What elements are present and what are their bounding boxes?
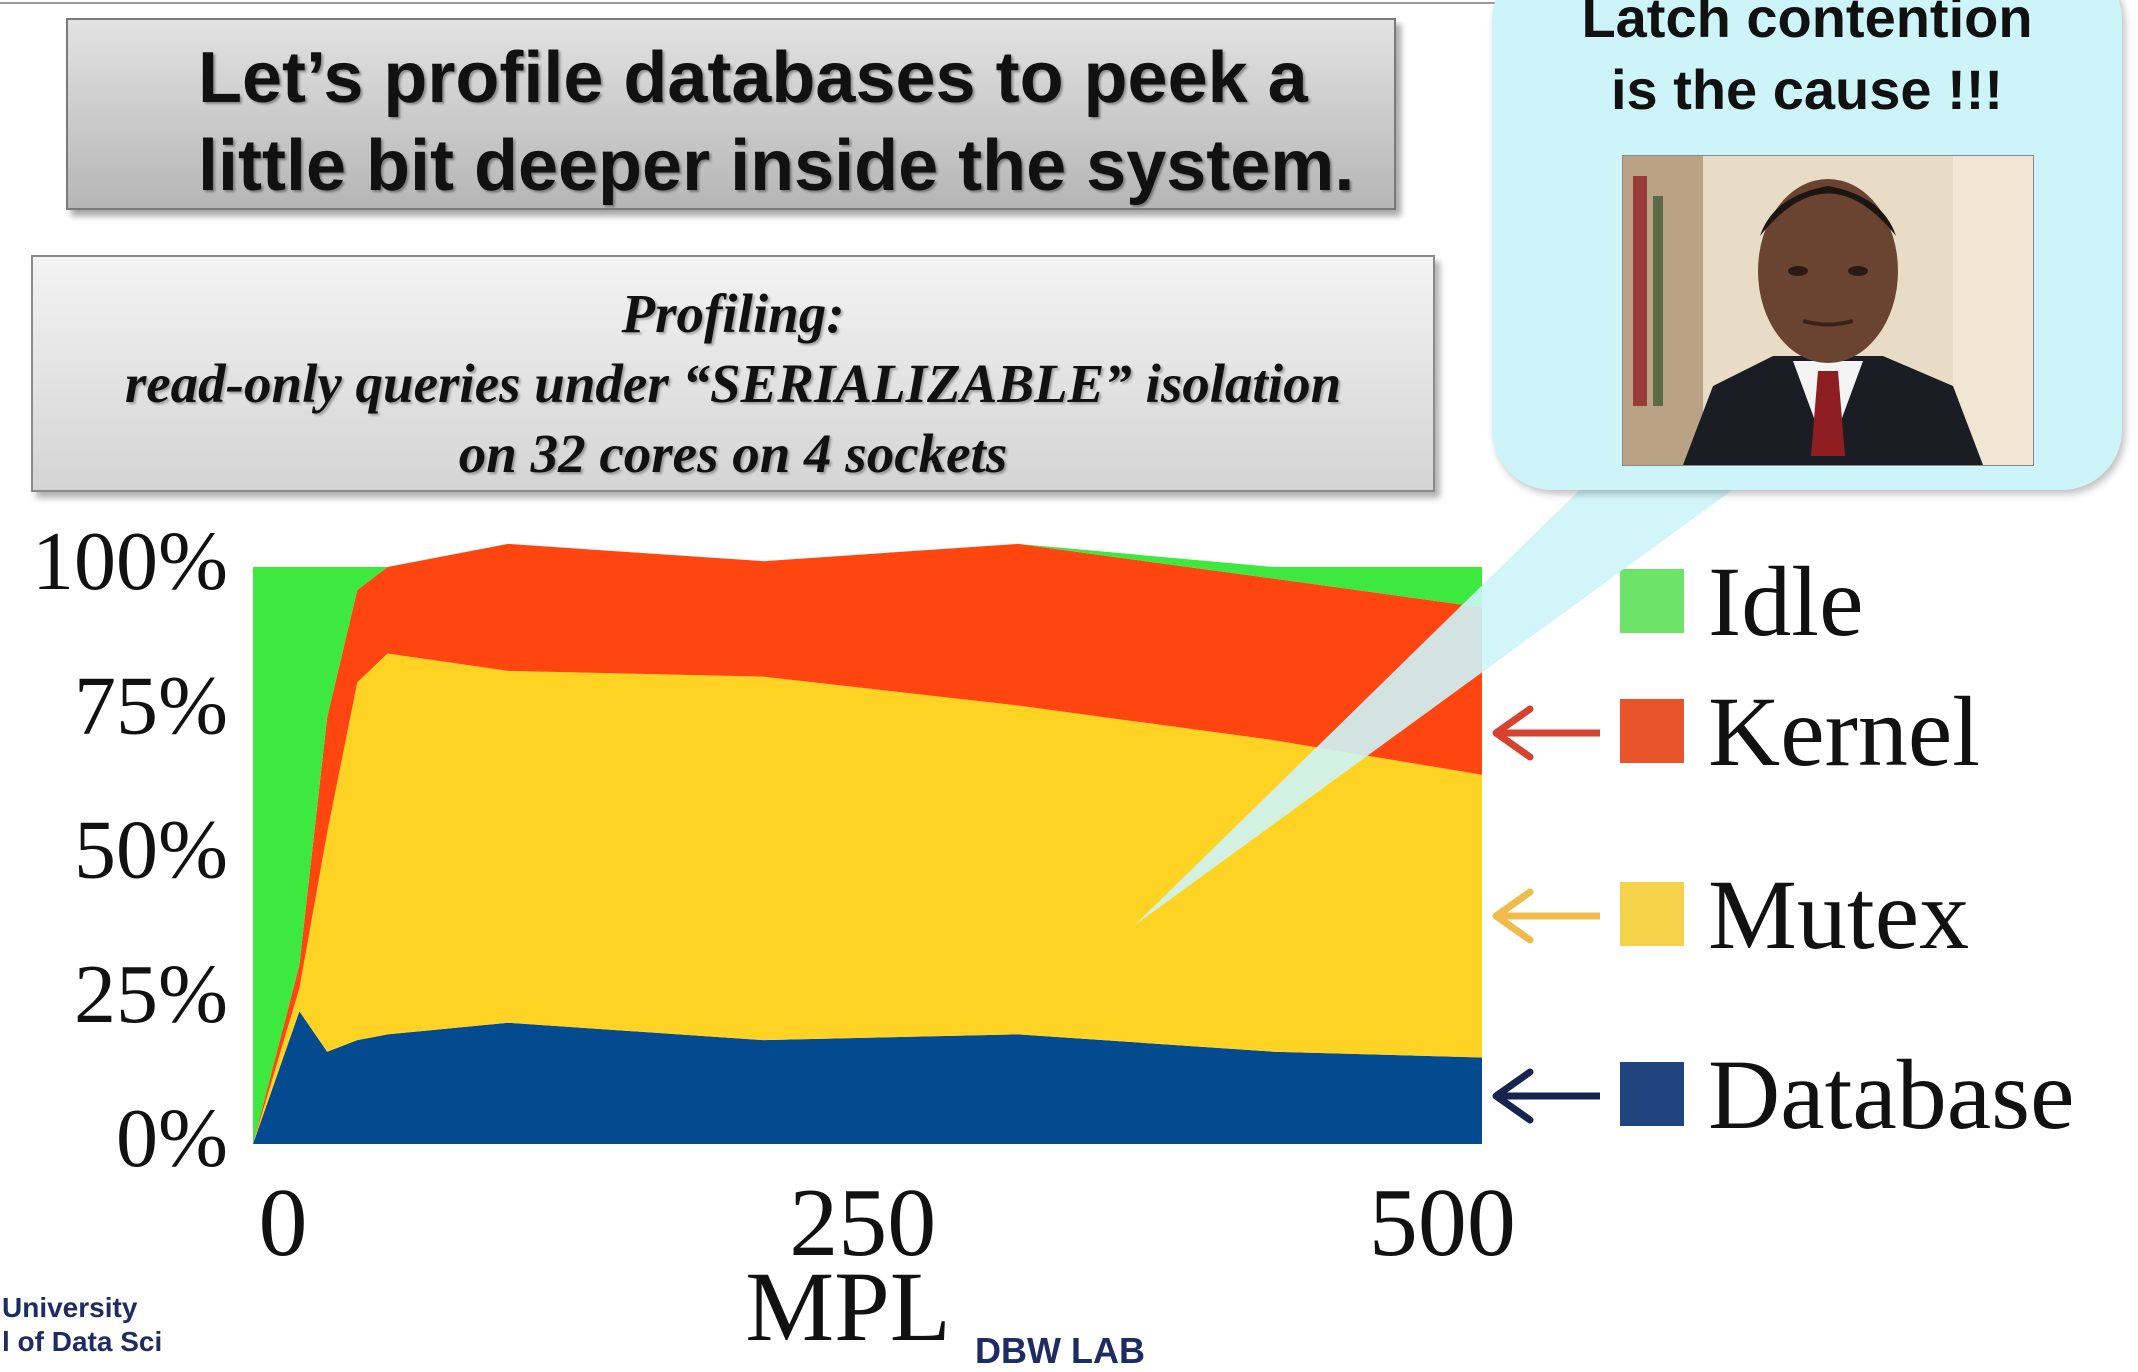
profiling-box: Profiling: read-only queries under “SERI… [31,255,1435,492]
legend-swatch-database [1620,1062,1684,1126]
legend-arrowhead-database [1492,1068,1534,1124]
top-rule [0,2,1500,4]
chart-legend: Idle Kernel Mutex Database [1492,546,2074,1150]
x-axis-label: MPL [745,1251,951,1340]
legend-swatch-mutex [1620,882,1684,946]
legend-swatch-idle [1620,569,1684,633]
chart-areas [253,543,1482,1144]
y-tick-label: 0% [116,1092,228,1185]
footer-lab: DBW LAB [975,1330,1145,1371]
legend-swatch-kernel [1620,699,1684,763]
legend-label-database: Database [1708,1039,2074,1150]
legend-label-idle: Idle [1708,546,1863,657]
title-box: Let’s profile databases to peek a little… [66,18,1396,210]
y-tick-label: 75% [74,659,228,752]
x-tick-label: 250 [789,1169,936,1277]
x-tick-label: 0 [259,1169,308,1277]
callout-text: Latch contention is the cause !!! [1581,0,2033,121]
area-database [253,1011,1482,1144]
y-tick-label: 25% [74,948,228,1041]
profiling-heading: Profiling: [621,283,845,344]
portrait-photo [1622,155,2034,466]
y-tick-label: 100% [32,515,228,608]
x-tick-label: 500 [1369,1169,1516,1277]
footer-university: University [2,1292,138,1323]
footer-partial: l of Data Sci [2,1326,163,1357]
legend-label-mutex: Mutex [1708,859,1969,970]
profiling-line-1: read-only queries under “SERIALIZABLE” i… [124,353,1342,414]
legend-label-kernel: Kernel [1708,676,1980,787]
slide-title: Let’s profile databases to peek a little… [198,38,1355,206]
x-axis-ticks: 0 250 500 [259,1169,1516,1277]
y-tick-label: 50% [74,804,228,897]
y-axis-ticks: 0% 25% 50% 75% 100% [32,515,228,1185]
profiling-line-2: on 32 cores on 4 sockets [458,423,1008,484]
